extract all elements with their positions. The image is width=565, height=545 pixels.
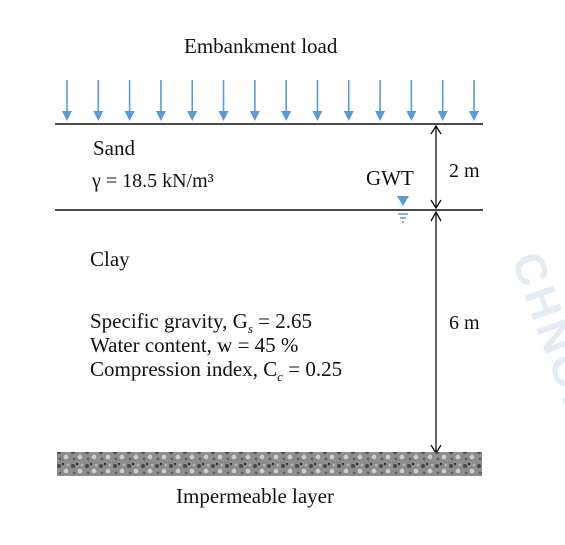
load-arrow (469, 80, 479, 121)
compression-index-sub: c (277, 369, 284, 385)
compression-index-text: Compression index, C (90, 357, 278, 381)
load-arrow (249, 80, 260, 121)
sand-label: Sand (93, 136, 135, 160)
load-arrow (312, 80, 323, 121)
sand-thickness-dimension (430, 124, 442, 210)
load-arrow (406, 80, 417, 121)
gwt-label: GWT (366, 166, 414, 190)
load-arrow (155, 80, 166, 121)
water-content: Water content, w = 45 % (90, 333, 299, 357)
load-arrow (343, 80, 354, 121)
load-arrow (62, 80, 72, 121)
compression-index-value: = 0.25 (283, 357, 343, 381)
sand-unit-weight: γ = 18.5 kN/m³ (92, 170, 214, 192)
impermeable-layer-label: Impermeable layer (176, 484, 334, 508)
load-arrow (218, 80, 229, 121)
clay-thickness-label: 6 m (449, 312, 480, 334)
load-arrow (93, 80, 104, 121)
compression-index: Compression index, Cc = 0.25 (90, 357, 342, 389)
clay-label: Clay (90, 247, 130, 271)
clay-thickness-dimension (430, 210, 442, 455)
load-arrow (124, 80, 135, 121)
specific-gravity: Specific gravity, Gs = 2.65 (90, 309, 312, 341)
load-label: Embankment load (184, 34, 338, 58)
impermeable-layer-hatch (57, 452, 482, 476)
sand-thickness-label: 2 m (449, 160, 480, 182)
load-arrow (375, 80, 386, 121)
load-arrow (281, 80, 292, 121)
embankment-load-arrows (62, 80, 479, 121)
load-arrow (437, 80, 448, 121)
specific-gravity-sub: s (247, 321, 253, 337)
specific-gravity-text: Specific gravity, G (90, 309, 248, 333)
water-table-icon (397, 196, 409, 223)
load-arrow (187, 80, 198, 121)
specific-gravity-value: = 2.65 (252, 309, 312, 333)
